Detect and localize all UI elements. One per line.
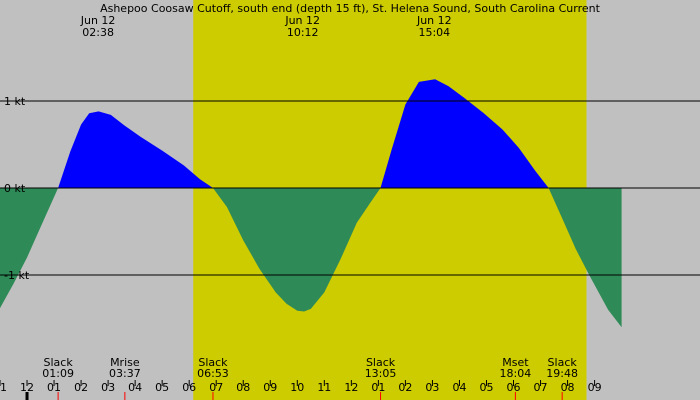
ebb-current-area-5 <box>548 188 622 328</box>
hour-tick-label-16: 02 <box>398 381 412 394</box>
event-time-2: 03:37 <box>109 367 141 380</box>
hour-tick-label-23: 09 <box>588 381 602 394</box>
hour-tick-label-13: 11 <box>317 381 331 394</box>
event-label-6: Slack <box>548 356 578 369</box>
top-label-2-date: Jun 12 <box>284 14 320 27</box>
y-axis-labels: 1 kt 0 kt -1 kt <box>4 95 30 282</box>
ebb-current-area-3 <box>213 188 381 312</box>
hour-tick-label-7: 05 <box>155 381 169 394</box>
flood-current-area-2 <box>58 111 213 188</box>
y-tick-label-3: -1 kt <box>4 269 30 282</box>
y-tick-label-2: 0 kt <box>4 182 26 195</box>
x-axis-hour-ticks: 11 12 01 02 03 04 05 06 07 08 09 10 11 12 01 02 03 04 05 06… <box>0 380 602 400</box>
bottom-events: Slack01:09Mrise03:37Slack06:53Slack13:05… <box>42 356 578 380</box>
hour-tick-label-8: 06 <box>182 381 196 394</box>
hour-tick-label-17: 03 <box>425 381 439 394</box>
hour-tick-label-12: 10 <box>290 381 304 394</box>
event-label-4: Slack <box>366 356 396 369</box>
hour-tick-label-14: 12 <box>344 381 358 394</box>
hour-tick-label-9: 07 <box>209 381 223 394</box>
hour-tick-label-22: 08 <box>561 381 575 394</box>
hour-tick-label-19: 05 <box>479 381 493 394</box>
hour-tick-label-3: 01 <box>47 381 61 394</box>
flood-current-area-4 <box>380 79 549 188</box>
current-areas <box>0 79 622 328</box>
y-tick-label-1: 1 kt <box>4 95 26 108</box>
event-time-6: 19:48 <box>546 367 578 380</box>
top-label-2-time: 10:12 <box>287 26 319 39</box>
hour-tick-label-11: 09 <box>263 381 277 394</box>
hour-tick-label-2: 12 <box>20 381 34 394</box>
event-label-3: Slack <box>198 356 228 369</box>
hour-tick-label-15: 01 <box>371 381 385 394</box>
hour-tick-label-6: 04 <box>128 381 142 394</box>
event-label-1: Slack <box>44 356 74 369</box>
midnight-marker <box>25 392 29 400</box>
ebb-current-area-1 <box>0 188 59 309</box>
hour-tick-label-5: 03 <box>101 381 115 394</box>
event-time-1: 01:09 <box>42 367 74 380</box>
hour-tick-label-10: 08 <box>236 381 250 394</box>
top-label-3-time: 15:04 <box>418 26 450 39</box>
event-label-5: Mset <box>502 356 529 369</box>
top-label-1-date: Jun 12 <box>80 14 116 27</box>
hour-tick-label-21: 07 <box>534 381 548 394</box>
hour-tick-label-20: 06 <box>507 381 521 394</box>
top-label-3-date: Jun 12 <box>416 14 452 27</box>
hour-tick-label-1: 11 <box>0 381 7 394</box>
event-time-3: 06:53 <box>197 367 229 380</box>
gridlines <box>0 100 700 276</box>
event-time-5: 18:04 <box>500 367 532 380</box>
event-label-2: Mrise <box>110 356 140 369</box>
chart-title: Ashepoo Coosaw Cutoff, south end (depth … <box>100 2 601 15</box>
hour-tick-label-4: 02 <box>74 381 88 394</box>
hour-tick-label-18: 04 <box>452 381 466 394</box>
event-time-4: 13:05 <box>365 367 397 380</box>
top-label-1-time: 02:38 <box>82 26 114 39</box>
